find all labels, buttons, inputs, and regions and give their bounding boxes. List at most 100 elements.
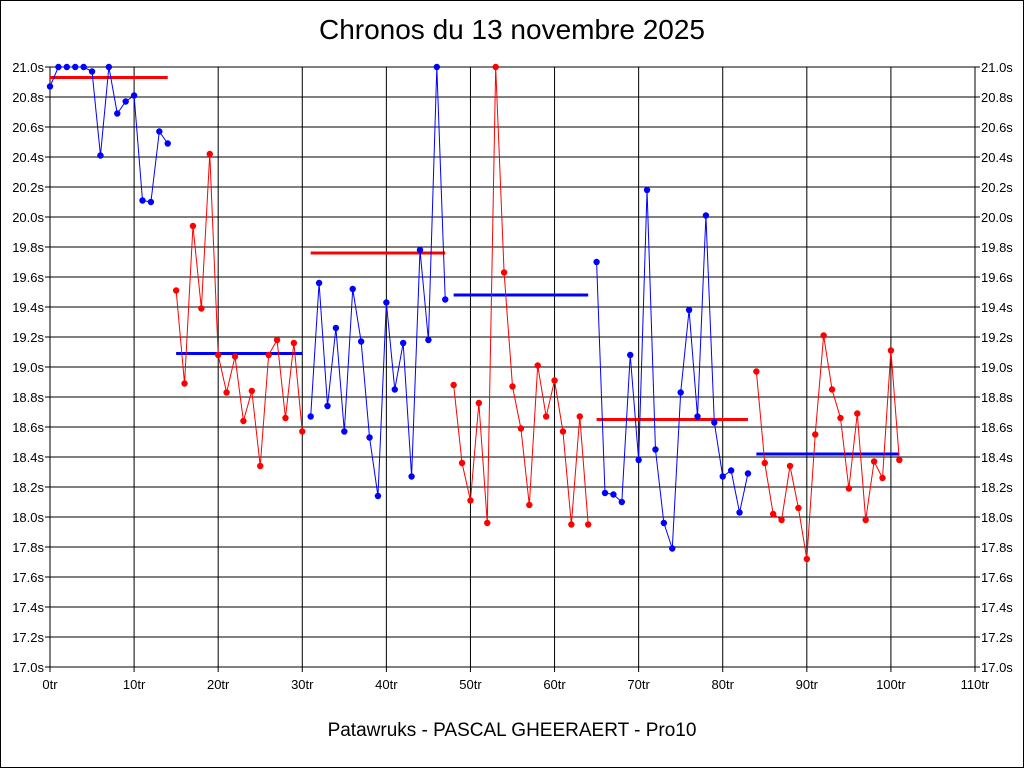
data-point <box>357 338 365 345</box>
series-line <box>310 66 446 497</box>
data-point <box>206 150 213 158</box>
data-point <box>332 324 340 332</box>
x-tick-label: 80tr <box>712 677 735 692</box>
y-tick-label-left: 20.0s <box>12 210 44 225</box>
data-point <box>290 339 298 347</box>
plot-area-border <box>49 66 976 668</box>
x-tick-label: 70tr <box>627 677 650 692</box>
y-tick-label-left: 17.4s <box>12 600 44 615</box>
data-point <box>879 474 886 482</box>
data-point <box>584 521 592 528</box>
data-point <box>433 63 441 71</box>
y-tick-label-right: 20.2s <box>981 180 1013 195</box>
y-tick-label-left: 19.0s <box>12 360 44 375</box>
y-tick-label-left: 17.6s <box>12 570 44 585</box>
data-point <box>803 555 811 563</box>
data-point <box>282 414 289 422</box>
data-point <box>542 413 550 420</box>
data-point <box>736 509 743 516</box>
data-point <box>383 299 390 306</box>
y-tick-label-left: 19.8s <box>12 240 44 255</box>
data-point <box>114 110 121 117</box>
y-tick-label-right: 20.8s <box>981 90 1013 105</box>
data-point <box>315 279 323 287</box>
y-tick-label-left: 20.2s <box>12 180 44 195</box>
data-point <box>685 306 693 314</box>
data-point <box>568 521 575 528</box>
data-point <box>80 63 87 71</box>
y-tick-label-left: 20.6s <box>12 120 44 135</box>
y-tick-label-left: 19.6s <box>12 270 44 285</box>
y-tick-label-right: 17.4s <box>981 600 1013 615</box>
data-point <box>130 92 138 99</box>
data-point <box>408 473 415 480</box>
data-point <box>694 413 701 420</box>
y-tick-label-right: 19.2s <box>981 330 1013 345</box>
x-tick-label: 20tr <box>207 677 230 692</box>
series-line <box>49 66 169 203</box>
data-point <box>172 287 180 294</box>
data-point <box>559 428 567 435</box>
data-point <box>484 519 491 527</box>
data-point <box>122 98 129 105</box>
chart-title: Chronos du 13 novembre 2025 <box>318 14 706 45</box>
data-point <box>526 501 533 509</box>
data-point <box>214 351 222 359</box>
data-point <box>105 63 113 71</box>
data-point <box>248 387 256 395</box>
data-point <box>845 485 853 492</box>
data-point <box>349 285 356 293</box>
data-point <box>795 504 802 512</box>
data-point <box>896 456 903 464</box>
data-point <box>475 399 483 407</box>
data-point <box>778 516 785 524</box>
data-point <box>265 351 272 359</box>
data-point <box>551 377 558 384</box>
y-tick-label-right: 20.4s <box>981 150 1013 165</box>
data-point <box>63 63 71 71</box>
chart-subtitle: Patawruks - PASCAL GHEERAERT - Pro10 <box>327 720 697 741</box>
y-tick-label-right: 20.0s <box>981 210 1013 225</box>
data-point <box>627 351 634 359</box>
data-point <box>341 428 348 435</box>
y-tick-label-left: 17.0s <box>12 660 44 675</box>
y-tick-label-left: 20.8s <box>12 90 44 105</box>
y-tick-label-right: 17.6s <box>981 570 1013 585</box>
y-tick-label-left: 17.2s <box>12 630 44 645</box>
y-tick-label-left: 21.0s <box>12 60 44 75</box>
data-point <box>660 519 668 527</box>
data-point <box>509 383 516 390</box>
y-tick-label-right: 17.0s <box>981 660 1013 675</box>
data-point <box>189 222 197 230</box>
data-point <box>862 516 869 524</box>
y-tick-label-right: 20.6s <box>981 120 1013 135</box>
data-point <box>517 425 525 432</box>
series-line <box>175 153 303 467</box>
data-point <box>610 491 617 498</box>
data-point <box>870 458 878 465</box>
x-tick-label: 50tr <box>459 677 482 692</box>
data-point <box>425 336 432 344</box>
data-point <box>887 347 895 354</box>
data-point <box>299 428 306 435</box>
x-tick-label: 40tr <box>375 677 398 692</box>
data-point <box>719 473 726 480</box>
data-point <box>812 431 819 438</box>
y-tick-label-right: 19.0s <box>981 360 1013 375</box>
data-point <box>677 389 684 396</box>
data-point <box>391 386 398 393</box>
data-point <box>576 413 583 420</box>
data-point <box>46 83 54 90</box>
x-tick-label: 60tr <box>543 677 566 692</box>
series-line <box>755 335 900 560</box>
data-point <box>669 545 676 552</box>
y-tick-label-left: 18.6s <box>12 420 44 435</box>
data-point <box>744 470 752 477</box>
y-tick-label-left: 17.8s <box>12 540 44 555</box>
data-point <box>761 459 768 467</box>
data-point <box>652 446 659 453</box>
x-tick-label: 0tr <box>42 677 58 692</box>
x-tick-label: 30tr <box>291 677 314 692</box>
data-point <box>786 462 794 470</box>
